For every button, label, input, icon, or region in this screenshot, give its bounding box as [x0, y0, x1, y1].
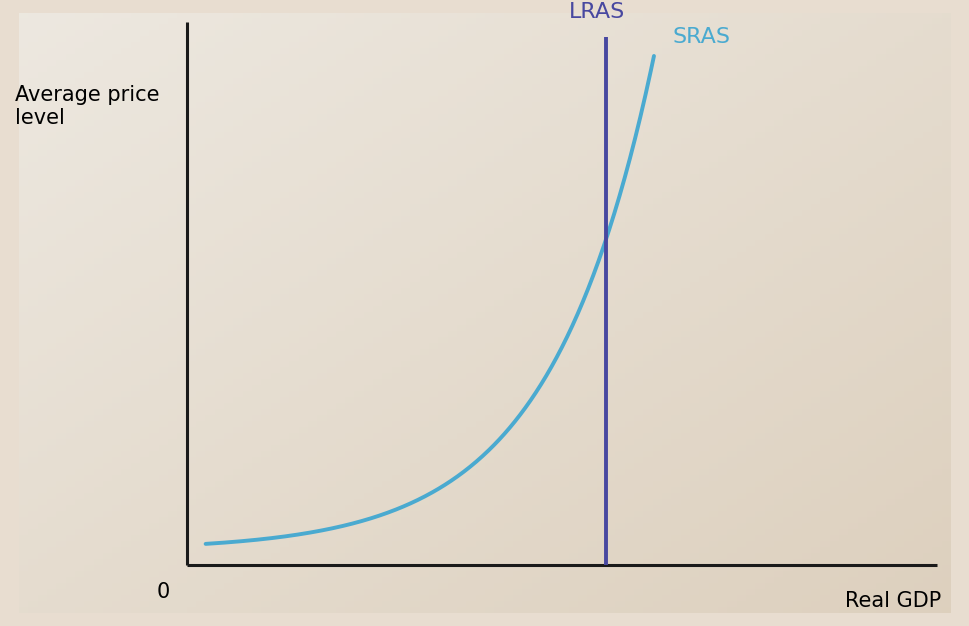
Text: Real GDP: Real GDP — [844, 592, 940, 612]
Text: Average price
level: Average price level — [15, 85, 159, 128]
Text: LRAS: LRAS — [568, 1, 624, 21]
Text: SRAS: SRAS — [672, 27, 730, 47]
Text: 0: 0 — [157, 582, 171, 602]
